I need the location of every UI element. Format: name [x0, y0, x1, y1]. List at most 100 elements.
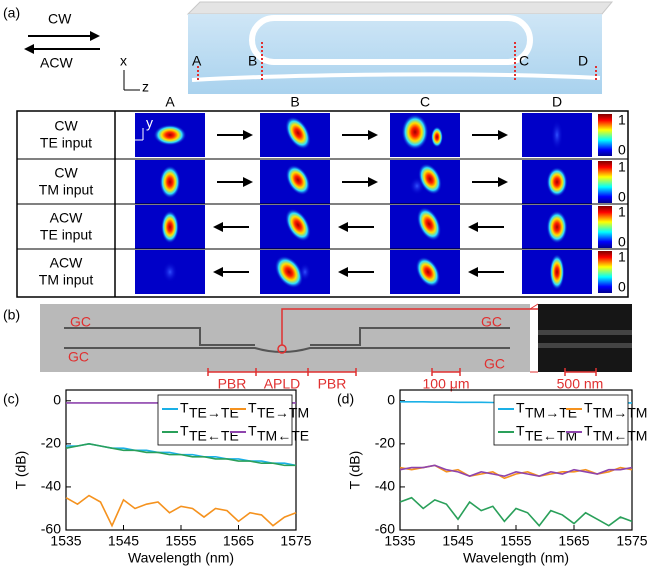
position-label: D	[578, 53, 588, 69]
legend-label-sub: TM←TE	[257, 428, 309, 444]
colorbar	[598, 206, 612, 248]
y-axis-label: T (dB)	[13, 451, 29, 490]
mode-field	[547, 211, 568, 244]
propagation-arrow-head	[243, 177, 253, 187]
y-tick-label: -40	[41, 478, 61, 494]
legend-label-sub: TM→TM	[593, 405, 647, 421]
y-tick-label: -20	[41, 435, 61, 451]
row-label: ACW	[50, 210, 83, 226]
sem-waveguide	[538, 343, 632, 348]
row-label: TM input	[39, 272, 94, 288]
legend-label: T	[180, 400, 189, 416]
scale-label: 500 nm	[557, 376, 604, 392]
x-axis-label: Wavelength (nm)	[128, 550, 234, 566]
panel-label: (d)	[337, 391, 354, 407]
colorbar	[598, 161, 612, 203]
x-tick-label: 1565	[558, 533, 589, 549]
propagation-arrow-head	[468, 267, 478, 277]
propagation-arrow-head	[498, 177, 508, 187]
gc-label: GC	[481, 314, 502, 330]
sem-image	[538, 304, 632, 372]
column-header: A	[165, 94, 175, 110]
propagation-arrow-head	[338, 222, 348, 232]
segment-label: APLD	[264, 376, 301, 392]
mode-grid: ABCDCWTE input10CWTM input10ACWTE input1…	[17, 94, 628, 295]
mode-field	[547, 167, 568, 197]
legend-label-sub: TE←TE	[189, 428, 239, 444]
mode-field	[402, 114, 429, 150]
propagation-arrow-head	[368, 177, 378, 187]
legend-label: T	[248, 400, 257, 416]
panel-label: (b)	[3, 307, 20, 323]
series-line	[400, 498, 632, 526]
x-tick-label: 1545	[442, 533, 473, 549]
gc-label: GC	[484, 356, 505, 372]
propagation-arrow-head	[368, 130, 378, 140]
x-tick-label: 1555	[500, 533, 531, 549]
colorbar	[598, 251, 612, 293]
propagation-arrow-head	[213, 222, 223, 232]
y-tick-label: -40	[375, 478, 395, 494]
mode-field	[550, 254, 565, 290]
row-label: TE input	[40, 135, 92, 151]
x-tick-label: 1565	[223, 533, 254, 549]
propagation-arrow-head	[338, 267, 348, 277]
colorbar-tick: 1	[618, 249, 626, 265]
propagation-arrow-head	[468, 222, 478, 232]
legend-label-sub: TE→TM	[257, 405, 309, 421]
row-label: CW	[54, 118, 78, 134]
gc-label: GC	[70, 314, 91, 330]
acw-arrow-head	[24, 44, 34, 54]
column-header: C	[420, 94, 430, 110]
row-label: TE input	[40, 227, 92, 243]
mode-field	[431, 127, 443, 148]
legend-label: T	[248, 423, 257, 439]
y-axis-label: T (dB)	[347, 451, 363, 490]
colorbar-tick: 0	[618, 279, 626, 295]
colorbar-tick: 0	[618, 142, 626, 158]
mode-field	[161, 211, 179, 244]
mode-field	[551, 120, 563, 150]
row-label: CW	[54, 165, 78, 181]
propagation-arrow-head	[213, 267, 223, 277]
cw-label: CW	[48, 11, 72, 27]
figure: (a) CW ACW x z A B C D ABCDCWTE input10C…	[0, 0, 659, 577]
segment-label: PBR	[318, 376, 347, 392]
series-line	[66, 496, 296, 526]
legend-label: T	[516, 423, 525, 439]
scale-label: 100 μm	[423, 376, 470, 392]
y-tick-label: 0	[387, 391, 395, 407]
x-tick-label: 1535	[50, 533, 81, 549]
column-header: D	[552, 94, 562, 110]
position-label: A	[192, 53, 202, 69]
acw-label: ACW	[40, 55, 73, 71]
position-label: C	[519, 53, 529, 69]
position-label: B	[248, 53, 257, 69]
colorbar-tick: 1	[618, 159, 626, 175]
axis-x-label: x	[120, 53, 127, 69]
legend-label-sub: TM→TE	[525, 405, 577, 421]
panel-label: (a)	[3, 5, 20, 21]
y-tick-label: 0	[53, 391, 61, 407]
device-photo	[40, 304, 530, 372]
row-label: TM input	[39, 182, 94, 198]
x-tick-label: 1535	[384, 533, 415, 549]
column-header: B	[290, 94, 299, 110]
legend-label: T	[584, 400, 593, 416]
gc-label: GC	[68, 349, 89, 365]
legend-label-sub: TM←TM	[593, 428, 647, 444]
legend-label-sub: TE→TE	[189, 405, 239, 421]
panel-label: (c)	[3, 391, 19, 407]
mode-field	[154, 125, 187, 146]
mode-field	[299, 263, 311, 281]
legend-label: T	[180, 423, 189, 439]
colorbar-tick: 0	[618, 189, 626, 205]
propagation-arrow-head	[498, 130, 508, 140]
colorbar-tick: 1	[618, 112, 626, 128]
inset-axis-label: x	[122, 132, 129, 148]
mode-field	[160, 166, 181, 199]
y-tick-label: -20	[375, 435, 395, 451]
colorbar-tick: 0	[618, 234, 626, 250]
colorbar	[598, 114, 612, 156]
colorbar-tick: 1	[618, 204, 626, 220]
